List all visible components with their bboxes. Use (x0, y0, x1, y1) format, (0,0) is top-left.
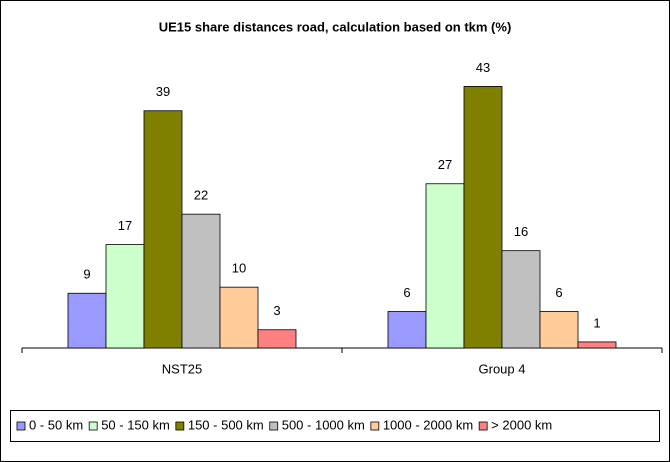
bar (463, 86, 503, 349)
bar (219, 286, 259, 349)
bar (387, 311, 427, 349)
chart-title: UE15 share distances road, calculation b… (159, 19, 512, 34)
x-tick-label: Group 4 (479, 361, 526, 376)
data-label: 6 (555, 285, 562, 300)
bar (577, 341, 617, 349)
legend-box (10, 410, 660, 442)
legend-swatch (175, 421, 185, 431)
legend-swatch (370, 421, 380, 431)
bar (257, 329, 297, 349)
legend-swatch (269, 421, 279, 431)
bar (425, 183, 465, 349)
legend-label: 150 - 500 km (188, 417, 264, 432)
data-label: 3 (273, 303, 280, 318)
legend-label: 500 - 1000 km (282, 417, 365, 432)
legend-label: 0 - 50 km (29, 417, 83, 432)
bar (181, 213, 221, 349)
data-label: 9 (83, 267, 90, 282)
bar (143, 110, 183, 349)
data-label: 1 (593, 315, 600, 330)
data-label: 22 (194, 188, 208, 203)
data-label: 39 (156, 84, 170, 99)
bar (539, 311, 579, 349)
data-label: 27 (438, 157, 452, 172)
data-label: 43 (476, 60, 490, 75)
legend-label: 50 - 150 km (101, 417, 170, 432)
data-label: 6 (403, 285, 410, 300)
legend-swatch (88, 421, 98, 431)
legend-swatch (16, 421, 26, 431)
bar (501, 250, 541, 349)
bar (67, 292, 107, 349)
data-label: 16 (514, 224, 528, 239)
x-tick-label: NST25 (162, 361, 202, 376)
legend-swatch (478, 421, 488, 431)
data-label: 17 (118, 218, 132, 233)
legend-label: > 2000 km (491, 417, 552, 432)
legend-label: 1000 - 2000 km (383, 417, 473, 432)
bar (105, 244, 145, 349)
data-label: 10 (232, 261, 246, 276)
